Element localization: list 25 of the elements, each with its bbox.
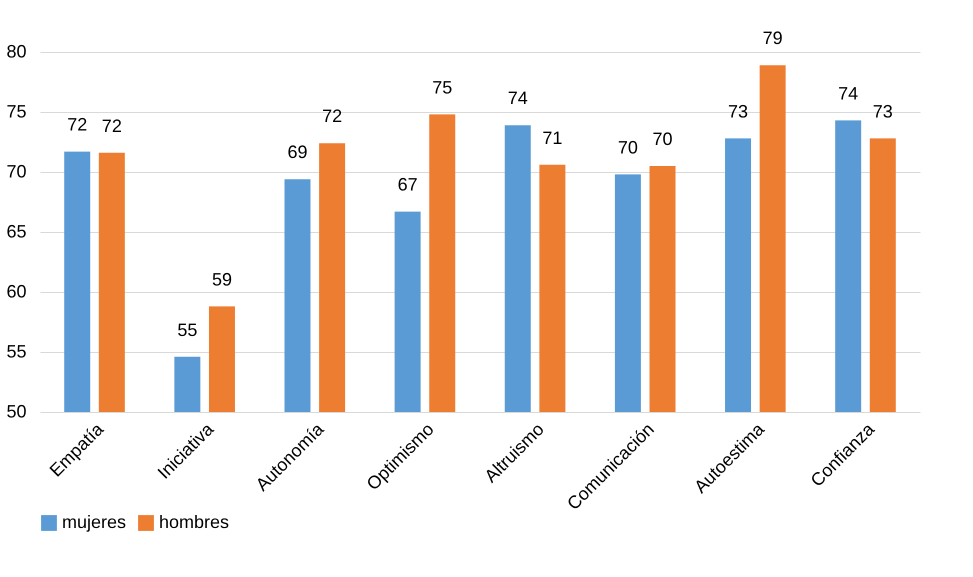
y-tick-label: 55 <box>6 342 26 362</box>
data-label: 74 <box>508 88 528 108</box>
data-label: 74 <box>838 83 858 104</box>
data-label: 73 <box>872 101 893 122</box>
data-label: 70 <box>618 137 638 158</box>
data-label: 72 <box>102 116 122 136</box>
y-tick-label: 80 <box>6 42 26 62</box>
y-tick-label: 50 <box>6 402 26 422</box>
data-label: 75 <box>432 77 452 98</box>
y-tick-label: 75 <box>6 102 26 122</box>
data-label: 67 <box>398 174 418 195</box>
legend-label: mujeres <box>62 512 126 532</box>
data-label: 69 <box>287 142 308 162</box>
legend-label: hombres <box>159 512 230 532</box>
y-tick-label: 70 <box>6 162 26 182</box>
y-tick-label: 60 <box>6 282 26 302</box>
data-label: 72 <box>322 106 342 126</box>
y-tick-label: 65 <box>6 222 26 242</box>
data-label: 72 <box>67 114 88 135</box>
data-label: 55 <box>177 320 198 340</box>
data-label: 70 <box>652 129 673 149</box>
data-label: 73 <box>728 101 748 122</box>
data-label: 79 <box>762 28 783 48</box>
data-label: 59 <box>212 269 232 290</box>
data-label: 71 <box>542 128 562 148</box>
